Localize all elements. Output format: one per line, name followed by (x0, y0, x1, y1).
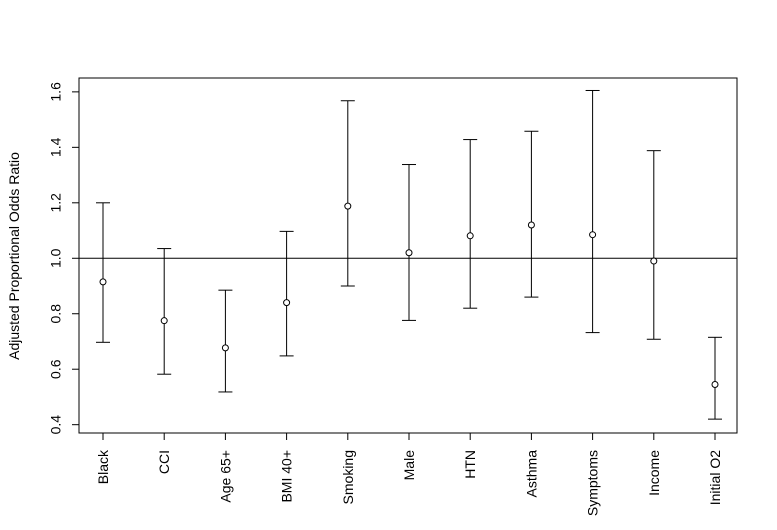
y-tick-label: 0.8 (48, 304, 64, 324)
y-tick-label: 0.6 (48, 359, 64, 379)
y-axis: 0.4 0.6 0.8 1.0 1.2 1.4 1.6 (48, 82, 80, 435)
y-tick-label: 0.4 (48, 415, 64, 435)
y-tick-label: 1.0 (48, 248, 64, 268)
point-estimate (589, 231, 597, 239)
point-estimate (160, 317, 168, 325)
x-tick-label: Age 65+ (217, 450, 233, 503)
x-tick-label: Symptoms (585, 450, 601, 516)
point-estimate (221, 344, 229, 352)
x-tick-label: Initial O2 (707, 450, 723, 505)
x-tick-label: Asthma (523, 450, 539, 498)
x-tick-label: Income (646, 450, 662, 496)
point-estimate (711, 380, 719, 388)
x-tick-label: HTN (462, 450, 478, 479)
point-estimate (405, 249, 413, 257)
x-tick-label: Black (95, 449, 111, 484)
y-tick-label: 1.2 (48, 193, 64, 213)
x-tick-label: BMI 40+ (279, 450, 295, 503)
x-tick-label: Smoking (340, 450, 356, 504)
point-estimate (650, 257, 658, 265)
point-estimate (466, 232, 474, 240)
point-estimate (99, 278, 107, 286)
point-estimate (283, 299, 291, 307)
x-tick-label: CCI (156, 450, 172, 474)
point-estimate (527, 221, 535, 229)
y-axis-title: Adjusted Proportional Odds Ratio (6, 152, 22, 360)
y-tick-label: 1.4 (48, 137, 64, 157)
error-bars (96, 89, 722, 420)
point-estimate (344, 202, 352, 210)
x-axis: Black CCI Age 65+ BMI 40+ Smoking Male HTN Asth… (95, 432, 723, 516)
x-tick-label: Male (401, 450, 417, 481)
y-tick-label: 1.6 (48, 82, 64, 102)
